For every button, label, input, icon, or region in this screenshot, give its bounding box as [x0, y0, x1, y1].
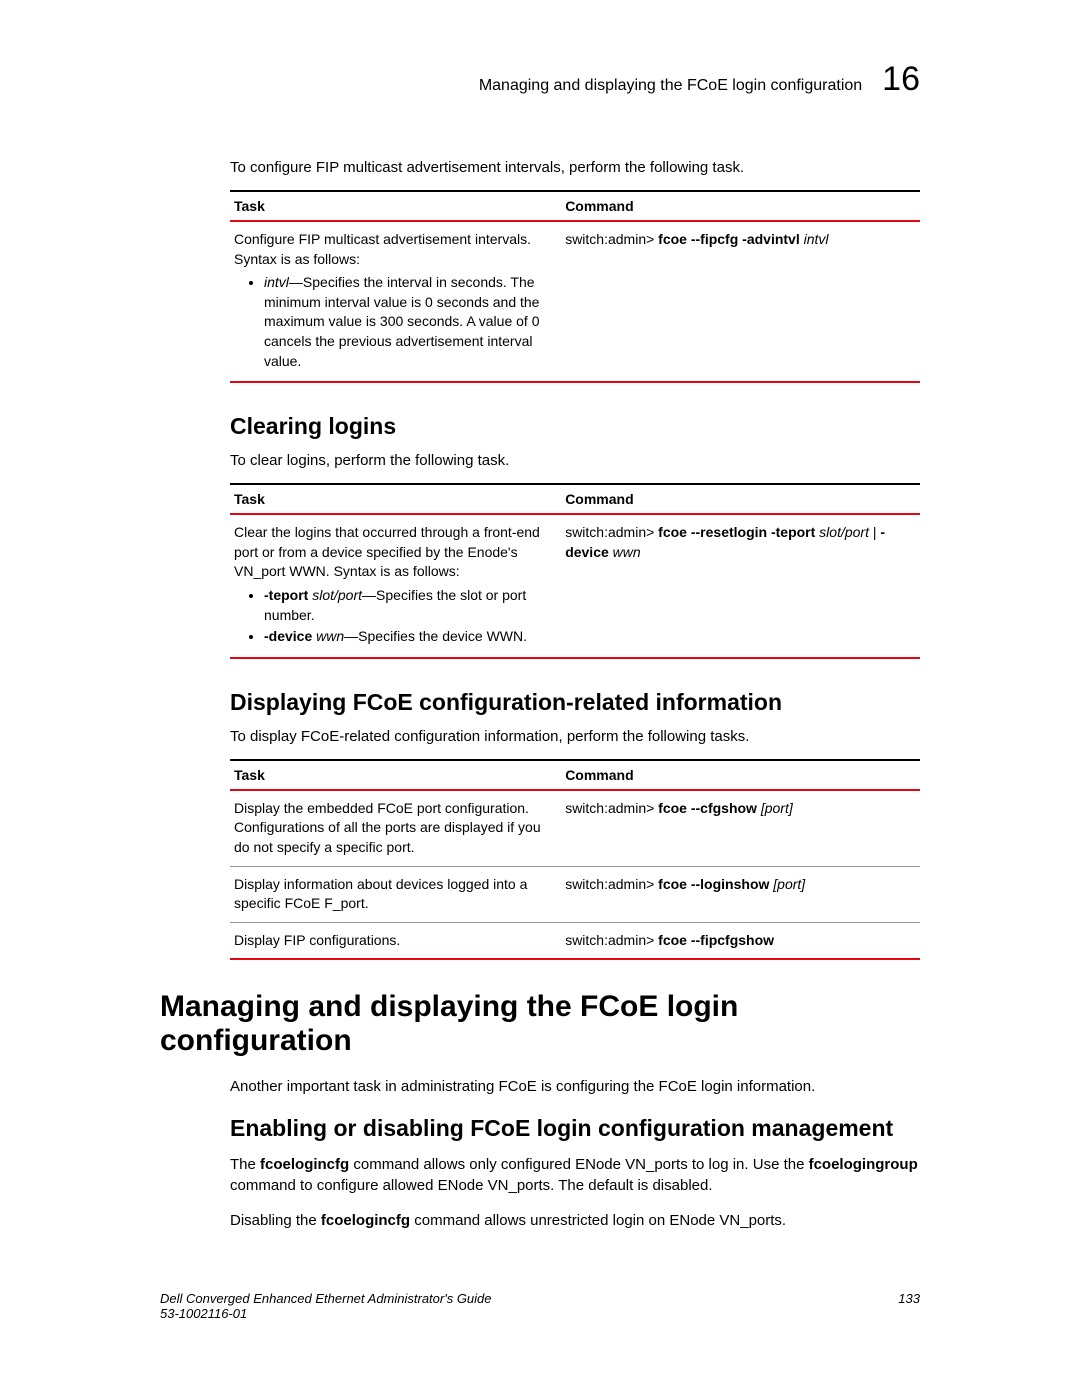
- page-header: Managing and displaying the FCoE login c…: [160, 60, 920, 99]
- paragraph: The fcoelogincfg command allows only con…: [230, 1154, 920, 1196]
- col-task: Task: [230, 484, 561, 514]
- chapter-number: 16: [882, 60, 920, 99]
- page-number: 133: [898, 1291, 920, 1321]
- col-command: Command: [561, 191, 920, 221]
- header-title: Managing and displaying the FCoE login c…: [479, 77, 862, 95]
- table-row: Display the embedded FCoE port configura…: [230, 790, 920, 866]
- footer-doc-title: Dell Converged Enhanced Ethernet Adminis…: [160, 1291, 492, 1306]
- bullet-item: intvl—Specifies the interval in seconds.…: [264, 273, 549, 371]
- col-command: Command: [561, 760, 920, 790]
- command-cell: switch:admin> fcoe --resetlogin -teport …: [561, 514, 920, 658]
- task-text: Display the embedded FCoE port configura…: [230, 790, 561, 866]
- command-cell: switch:admin> fcoe --fipcfgshow: [561, 922, 920, 959]
- table-row: Clear the logins that occurred through a…: [230, 514, 920, 658]
- task-text: Clear the logins that occurred through a…: [234, 524, 540, 579]
- intro-text-2: To clear logins, perform the following t…: [230, 452, 920, 469]
- intro-text-3: To display FCoE-related configuration in…: [230, 728, 920, 745]
- section-enabling-disabling: Enabling or disabling FCoE login configu…: [230, 1115, 920, 1142]
- table-fip-multicast: Task Command Configure FIP multicast adv…: [230, 190, 920, 383]
- command-cell: switch:admin> fcoe --loginshow [port]: [561, 866, 920, 922]
- command-cell: switch:admin> fcoe --fipcfg -advintvl in…: [561, 221, 920, 382]
- section-clearing-logins: Clearing logins: [230, 413, 920, 440]
- paragraph: Disabling the fcoelogincfg command allow…: [230, 1210, 920, 1231]
- bullet-item: -teport slot/port—Specifies the slot or …: [264, 586, 549, 625]
- col-task: Task: [230, 760, 561, 790]
- col-task: Task: [230, 191, 561, 221]
- task-text: Configure FIP multicast advertisement in…: [234, 231, 531, 267]
- main-heading: Managing and displaying the FCoE login c…: [160, 990, 920, 1058]
- table-row: Display FIP configurations. switch:admin…: [230, 922, 920, 959]
- intro-text-1: To configure FIP multicast advertisement…: [230, 159, 920, 176]
- section-displaying-fcoe: Displaying FCoE configuration-related in…: [230, 689, 920, 716]
- col-command: Command: [561, 484, 920, 514]
- bullet-item: -device wwn—Specifies the device WWN.: [264, 627, 549, 647]
- footer-doc-number: 53-1002116-01: [160, 1306, 492, 1321]
- task-text: Display FIP configurations.: [230, 922, 561, 959]
- table-row: Configure FIP multicast advertisement in…: [230, 221, 920, 382]
- table-displaying-fcoe: Task Command Display the embedded FCoE p…: [230, 759, 920, 961]
- table-row: Display information about devices logged…: [230, 866, 920, 922]
- page-footer: Dell Converged Enhanced Ethernet Adminis…: [160, 1291, 920, 1321]
- task-text: Display information about devices logged…: [230, 866, 561, 922]
- main-intro: Another important task in administrating…: [230, 1076, 920, 1097]
- command-cell: switch:admin> fcoe --cfgshow [port]: [561, 790, 920, 866]
- table-clearing-logins: Task Command Clear the logins that occur…: [230, 483, 920, 659]
